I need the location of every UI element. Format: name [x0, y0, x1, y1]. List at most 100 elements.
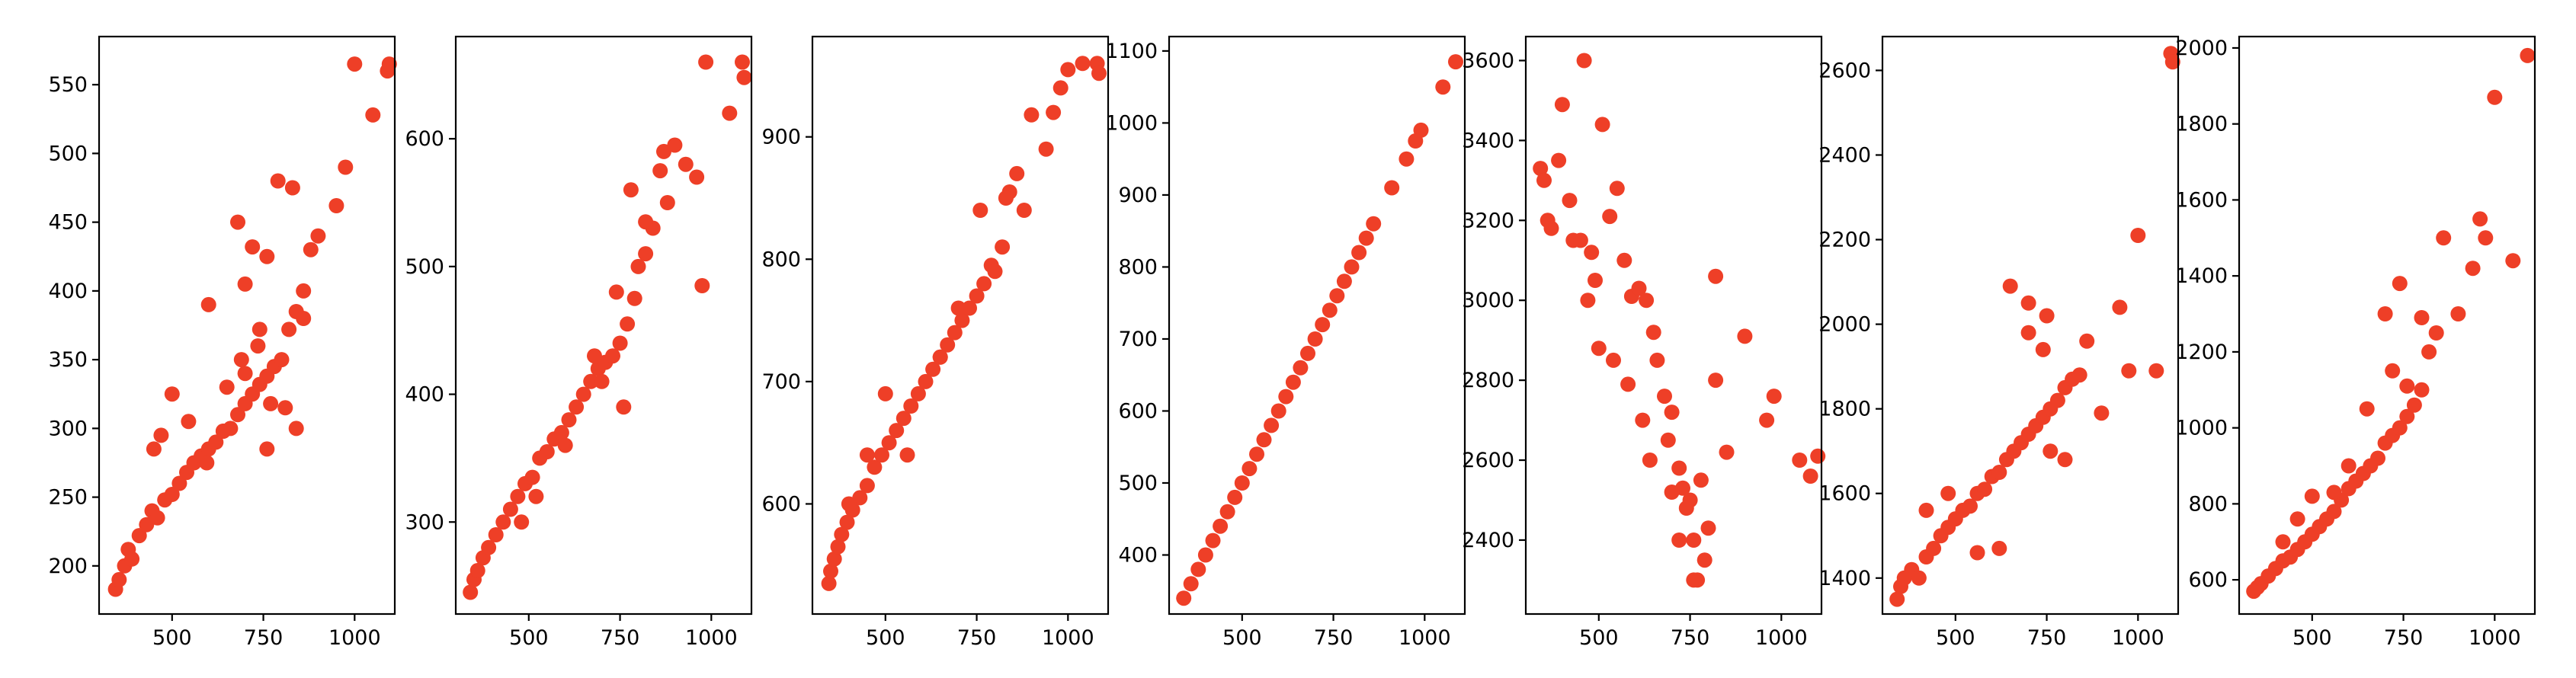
- data-point: [1671, 460, 1687, 476]
- data-point: [2049, 392, 2065, 408]
- x-tick-label: 500: [509, 626, 549, 650]
- data-point: [826, 551, 842, 567]
- y-tick-label: 400: [48, 280, 88, 303]
- y-tick-label: 3200: [1462, 209, 1514, 232]
- data-point: [583, 373, 599, 389]
- data-point: [874, 447, 889, 463]
- data-point: [1616, 252, 1632, 268]
- data-point: [2164, 54, 2180, 70]
- data-point: [481, 539, 497, 555]
- data-point: [1584, 245, 1600, 261]
- data-point: [1660, 432, 1676, 448]
- y-tick-label: 350: [48, 348, 88, 372]
- data-point: [510, 488, 526, 504]
- series-points: [821, 56, 1107, 591]
- data-point: [2079, 333, 2095, 349]
- data-point: [1802, 469, 1818, 484]
- x-tick-label: 500: [1579, 626, 1619, 650]
- data-point: [736, 69, 752, 85]
- data-point: [2039, 308, 2055, 324]
- data-point: [270, 173, 286, 189]
- data-point: [608, 284, 624, 300]
- x-tick-label: 750: [1314, 626, 1354, 650]
- x-tick-label: 750: [2384, 626, 2424, 650]
- data-point: [1285, 374, 1301, 390]
- y-tick-label: 1800: [1818, 398, 1871, 421]
- data-point: [722, 105, 738, 121]
- data-point: [612, 335, 628, 351]
- data-point: [2020, 295, 2036, 311]
- data-point: [200, 296, 216, 312]
- data-point: [962, 300, 977, 316]
- data-point: [1810, 448, 1826, 464]
- data-point: [1278, 389, 1294, 405]
- data-point: [553, 424, 569, 440]
- y-tick-label: 700: [1118, 328, 1158, 351]
- x-tick-label: 750: [957, 626, 997, 650]
- y-tick-label: 550: [48, 73, 88, 97]
- data-point: [277, 400, 293, 416]
- data-point: [1249, 446, 1264, 462]
- y-tick-label: 500: [405, 255, 444, 279]
- data-point: [867, 459, 883, 475]
- data-point: [841, 496, 857, 512]
- data-point: [1384, 180, 1400, 196]
- y-tick-label: 700: [761, 370, 801, 394]
- y-tick-label: 600: [761, 492, 801, 516]
- data-point: [925, 361, 941, 377]
- subplot-5: 500 750 1000 2400 2600 2800 3000 3200 3400 3600: [1462, 35, 1826, 650]
- data-point: [678, 156, 694, 172]
- data-point: [284, 180, 300, 196]
- data-point: [281, 321, 297, 337]
- data-point: [2465, 261, 2481, 277]
- data-point: [998, 190, 1014, 206]
- data-point: [2520, 47, 2536, 63]
- data-point: [381, 56, 397, 72]
- data-point: [250, 338, 266, 354]
- data-point: [1602, 209, 1618, 225]
- y-tick-label: 500: [48, 142, 88, 165]
- data-point: [1344, 259, 1360, 275]
- data-point: [839, 514, 855, 530]
- data-point: [2414, 382, 2430, 398]
- data-point: [2057, 452, 2073, 468]
- data-point: [859, 478, 875, 494]
- y-tick-label: 800: [761, 248, 801, 271]
- data-point: [1315, 317, 1331, 333]
- series-points: [1889, 46, 2180, 607]
- data-point: [347, 56, 363, 72]
- y-tick-label: 900: [1118, 184, 1158, 207]
- y-tick-label: 400: [1118, 543, 1158, 567]
- data-point: [131, 528, 147, 544]
- data-point: [587, 348, 602, 364]
- data-point: [2020, 325, 2036, 341]
- data-point: [1588, 273, 1603, 288]
- y-tick-label: 300: [405, 510, 444, 534]
- data-point: [524, 469, 540, 485]
- data-point: [2370, 450, 2385, 466]
- data-point: [896, 411, 912, 427]
- series-points: [107, 56, 397, 597]
- data-point: [139, 516, 155, 532]
- data-point: [623, 182, 639, 198]
- data-point: [219, 379, 235, 395]
- data-point: [940, 337, 956, 353]
- data-point: [1366, 216, 1382, 232]
- data-point: [823, 563, 838, 579]
- data-point: [821, 575, 837, 591]
- data-point: [1609, 181, 1625, 197]
- data-point: [1242, 461, 1258, 477]
- data-point: [1686, 572, 1702, 588]
- y-tick-label: 900: [761, 126, 801, 149]
- data-point: [616, 399, 632, 415]
- data-point: [245, 239, 261, 255]
- data-point: [338, 159, 354, 175]
- data-point: [2505, 253, 2521, 269]
- data-point: [1046, 104, 1062, 120]
- data-point: [2487, 89, 2503, 105]
- y-tick-label: 450: [48, 211, 88, 235]
- data-point: [1576, 53, 1592, 69]
- data-point: [932, 349, 948, 365]
- data-point: [2112, 299, 2128, 315]
- data-point: [1700, 520, 1716, 536]
